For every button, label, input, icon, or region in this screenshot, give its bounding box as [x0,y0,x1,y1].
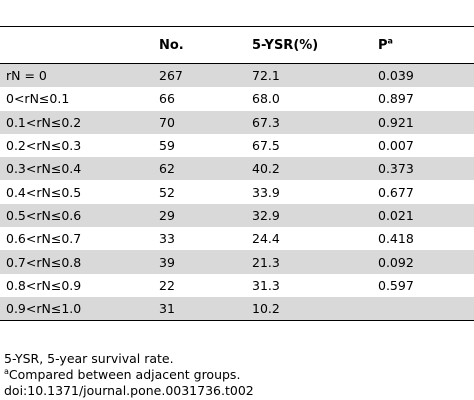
table-row: 0.2<rN≤0.3 59 67.5 0.007 [0,134,474,157]
row-label: 0.5<rN≤0.6 [6,207,82,223]
row-number: 66 [159,91,175,107]
row-p-value: 0.007 [378,138,414,154]
row-number: 33 [159,231,175,247]
row-5ysr: 31.3 [252,277,280,293]
table-header: No. 5-YSR(%) Pa [0,27,474,63]
row-label: 0.2<rN≤0.3 [6,138,82,154]
footnote-superscript: a [4,367,9,377]
row-5ysr: 67.5 [252,138,280,154]
header-p-superscript: a [387,36,393,46]
row-p-value: 0.373 [378,161,414,177]
footnote-a: aCompared between adjacent groups. [4,367,254,383]
row-number: 52 [159,184,175,200]
row-label: 0.9<rN≤1.0 [6,301,82,317]
row-5ysr: 10.2 [252,301,280,317]
table-row: rN = 0 267 72.1 0.039 [0,64,474,88]
row-label: 0.7<rN≤0.8 [6,254,82,270]
row-p-value: 0.597 [378,277,414,293]
header-rule [0,63,474,64]
row-p-value: 0.677 [378,184,414,200]
table-row: 0.8<rN≤0.9 22 31.3 0.597 [0,274,474,297]
header-p-value: Pa [376,36,474,53]
row-p-value: 0.039 [378,68,414,84]
row-5ysr: 33.9 [252,184,280,200]
survival-table: No. 5-YSR(%) Pa rN = 0 267 72.1 0.039 0<rN≤0… [0,26,474,322]
row-number: 62 [159,161,175,177]
row-number: 267 [159,68,183,84]
row-number: 39 [159,254,175,270]
row-5ysr: 67.3 [252,114,280,130]
table-body: rN = 0 267 72.1 0.039 0<rN≤0.1 66 68.0 0.897 0.1… [0,64,474,321]
table-row: 0.6<rN≤0.7 33 24.4 0.418 [0,227,474,250]
row-number: 70 [159,114,175,130]
table-row: 0.3<rN≤0.4 62 40.2 0.373 [0,157,474,181]
row-5ysr: 24.4 [252,231,280,247]
row-5ysr: 40.2 [252,161,280,177]
table-row: 0<rN≤0.1 66 68.0 0.897 [0,87,474,110]
table-row: 0.7<rN≤0.8 39 21.3 0.092 [0,250,474,274]
row-number: 29 [159,207,175,223]
header-5ysr: 5-YSR(%) [252,37,319,53]
row-5ysr: 68.0 [252,91,280,107]
row-p-value: 0.021 [378,207,414,223]
row-number: 59 [159,138,175,154]
row-label: 0.6<rN≤0.7 [6,231,82,247]
bottom-rule [0,320,474,322]
row-p-value: 0.921 [378,114,414,130]
row-label: 0<rN≤0.1 [6,91,70,107]
row-number: 22 [159,277,175,293]
top-rule [0,26,474,27]
row-5ysr: 32.9 [252,207,280,223]
row-label: 0.8<rN≤0.9 [6,277,82,293]
table-row: 0.4<rN≤0.5 52 33.9 0.677 [0,180,474,203]
table-row: 0.1<rN≤0.2 70 67.3 0.921 [0,110,474,134]
row-label: 0.4<rN≤0.5 [6,184,82,200]
row-label: 0.3<rN≤0.4 [6,161,82,177]
footnote-text: Compared between adjacent groups. [8,367,241,383]
table-row: 0.9<rN≤1.0 31 10.2 [0,296,474,321]
row-5ysr: 72.1 [252,68,280,84]
header-number: No. [159,37,184,53]
row-p-value: 0.897 [378,91,414,107]
header-p-main: P [378,37,388,53]
row-number: 31 [159,301,175,317]
table-row: 0.5<rN≤0.6 29 32.9 0.021 [0,203,474,228]
row-5ysr: 21.3 [252,254,280,270]
row-label: rN = 0 [6,68,47,84]
abbreviation-note: 5-YSR, 5-year survival rate. [4,351,174,366]
doi-line: doi:10.1371/journal.pone.0031736.t002 [4,383,254,399]
row-label: 0.1<rN≤0.2 [6,114,82,130]
row-p-value: 0.092 [378,254,414,270]
table-notes: 5-YSR, 5-year survival rate. aCompared b… [4,351,254,400]
row-p-value: 0.418 [378,231,414,247]
